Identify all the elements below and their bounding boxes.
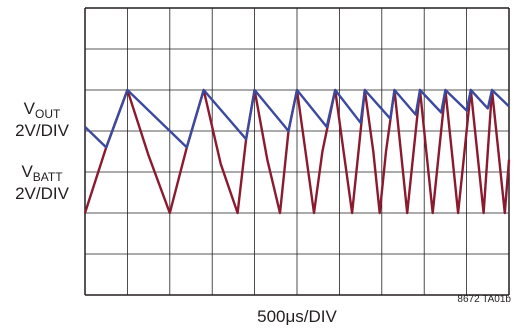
- vbatt-channel-label: VBATT: [21, 162, 63, 184]
- vout-scale-label: 2V/DIV: [15, 121, 69, 140]
- traces: [83, 88, 511, 215]
- vbatt-trace: [83, 88, 511, 215]
- x-axis-label: 500μs/DIV: [257, 307, 337, 326]
- figure-id: 8672 TA01b: [457, 294, 511, 305]
- vout-trace: [84, 88, 510, 149]
- vout-channel-label: VOUT: [23, 99, 61, 121]
- grid: [84, 7, 510, 296]
- vbatt-scale-label: 2V/DIV: [15, 184, 69, 203]
